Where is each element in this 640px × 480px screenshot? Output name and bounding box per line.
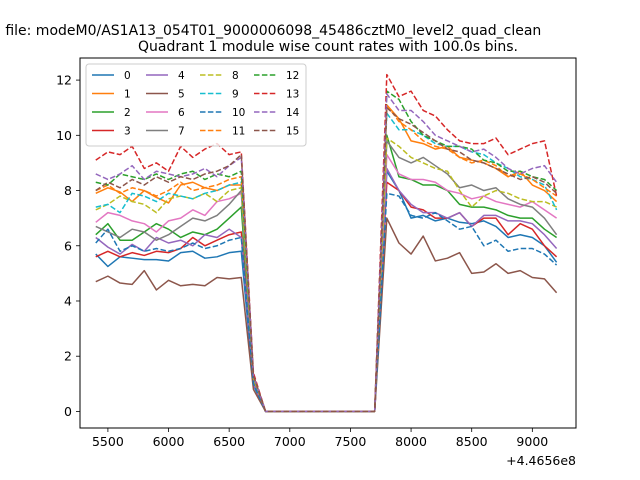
- x-tick-label: 5500: [92, 434, 124, 449]
- y-tick-label: 6: [64, 238, 72, 253]
- legend-label-2: 2: [124, 107, 131, 119]
- x-tick-label: 9000: [516, 434, 548, 449]
- legend-label-6: 6: [178, 107, 185, 119]
- y-tick-label: 8: [64, 183, 72, 198]
- legend-label-15: 15: [286, 126, 299, 138]
- chart-title: Quadrant 1 module wise count rates with …: [138, 39, 518, 55]
- legend-label-9: 9: [232, 89, 239, 101]
- legend-label-1: 1: [124, 89, 131, 101]
- legend-label-3: 3: [124, 126, 131, 138]
- legend-label-14: 14: [286, 107, 300, 119]
- legend-label-13: 13: [286, 89, 299, 101]
- series-line-15: [95, 106, 558, 413]
- y-tick-label: 0: [64, 404, 72, 419]
- y-tick-label: 2: [64, 349, 72, 364]
- legend-label-10: 10: [232, 107, 245, 119]
- series-line-10: [95, 192, 558, 413]
- series-line-11: [95, 104, 558, 413]
- legend-label-8: 8: [232, 70, 239, 82]
- legend-label-0: 0: [124, 70, 131, 82]
- y-tick-label: 12: [56, 73, 72, 88]
- x-tick-label: 6500: [213, 434, 245, 449]
- x-tick-label: 6000: [153, 434, 185, 449]
- legend-label-7: 7: [178, 126, 185, 138]
- series-line-14: [95, 93, 558, 413]
- legend-label-12: 12: [286, 70, 299, 82]
- x-axis: 5500 6000 6500 7000 7500 8000 8500 9000: [92, 428, 548, 449]
- legend-label-5: 5: [178, 89, 185, 101]
- plot-frame: [79, 57, 577, 429]
- legend-box: [85, 63, 307, 147]
- legend-label-11: 11: [232, 126, 245, 138]
- y-tick-label: 4: [64, 293, 72, 308]
- series-layer: [95, 73, 558, 413]
- x-tick-label: 7500: [335, 434, 367, 449]
- x-tick-label: 8000: [395, 434, 427, 449]
- x-tick-label: 7000: [274, 434, 306, 449]
- legend-label-4: 4: [178, 70, 185, 82]
- x-tick-label: 8500: [456, 434, 488, 449]
- y-tick-label: 10: [56, 128, 72, 143]
- figure-suptitle: n file: modeM0/AS1A13_054T01_9000006098_…: [0, 23, 541, 39]
- y-axis: 0 2 4 6 8 10 12: [56, 73, 80, 419]
- x-axis-offset-label: +4.4656e8: [506, 453, 576, 468]
